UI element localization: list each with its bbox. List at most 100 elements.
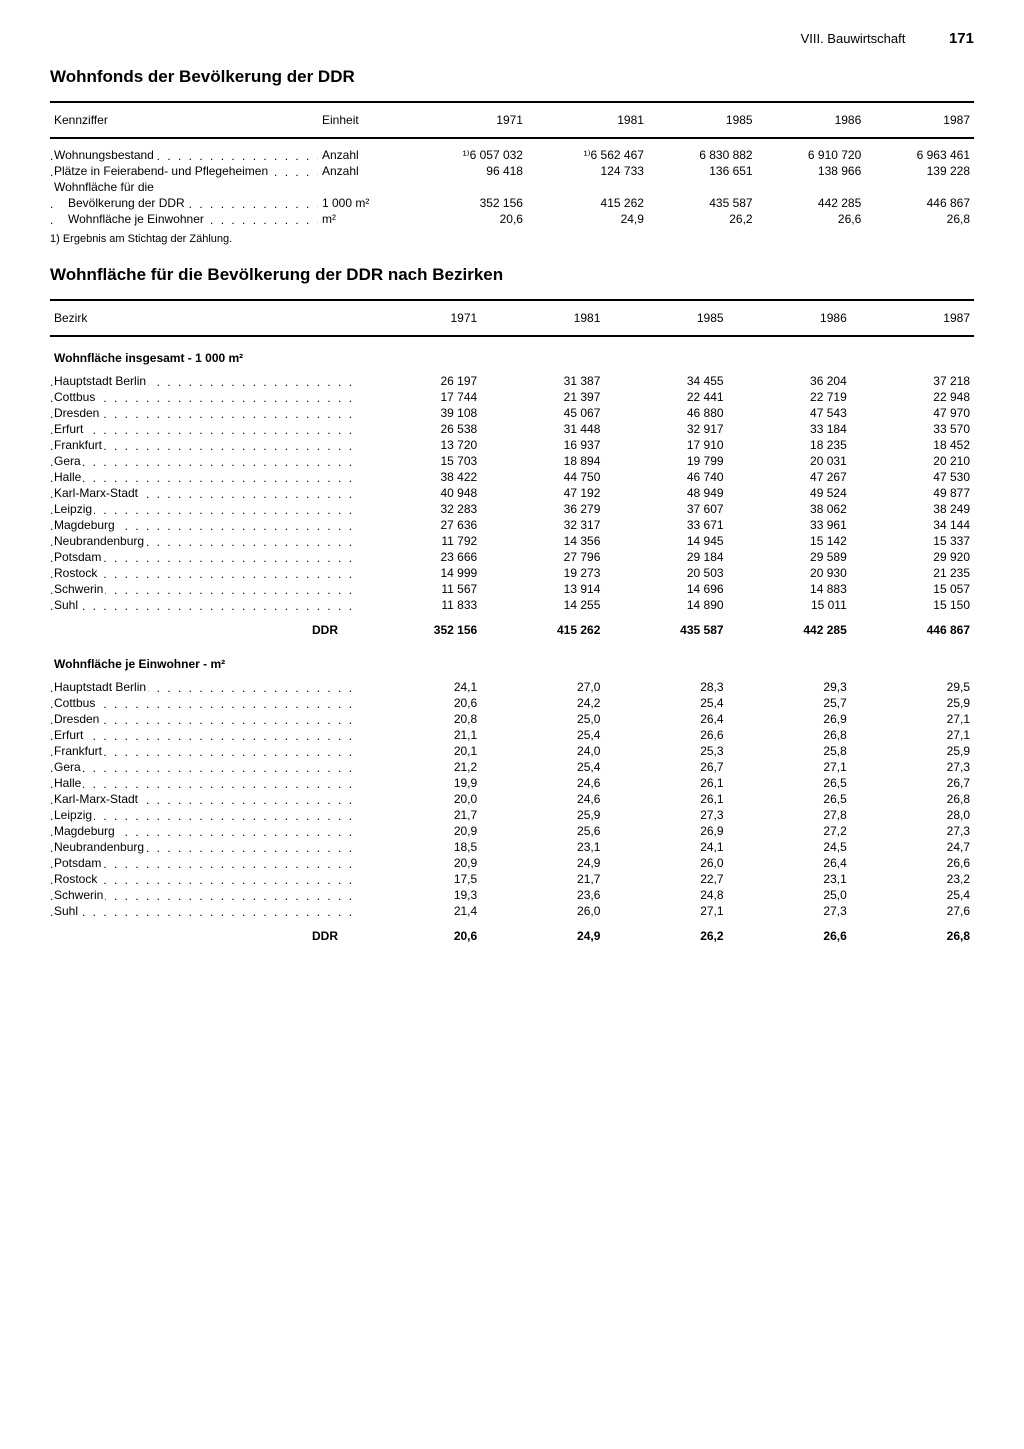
table-row: Frankfurt20,124,025,325,825,9 xyxy=(50,743,974,759)
cell: ¹⁾6 057 032 xyxy=(406,147,527,163)
cell: 17 744 xyxy=(358,389,481,405)
cell: 37 218 xyxy=(851,373,974,389)
total-cell: 435 587 xyxy=(604,613,727,643)
section-label: VIII. Bauwirtschaft xyxy=(801,31,906,46)
cell: 435 587 xyxy=(648,195,757,211)
cell: 24,9 xyxy=(527,211,648,227)
table-row: Potsdam20,924,926,026,426,6 xyxy=(50,855,974,871)
cell: 11 833 xyxy=(358,597,481,613)
row-label: Neubrandenburg xyxy=(50,839,358,855)
cell: 26,8 xyxy=(865,211,974,227)
cell: 31 387 xyxy=(481,373,604,389)
table-row: Bevölkerung der DDR1 000 m²352 156415 26… xyxy=(50,195,974,211)
cell: 124 733 xyxy=(527,163,648,179)
row-label: Leipzig xyxy=(50,501,358,517)
total-cell: 352 156 xyxy=(358,613,481,643)
row-label: Rostock xyxy=(50,565,358,581)
cell: 47 970 xyxy=(851,405,974,421)
table-row: Rostock14 99919 27320 50320 93021 235 xyxy=(50,565,974,581)
cell xyxy=(527,179,648,195)
cell: 22 441 xyxy=(604,389,727,405)
cell: ¹⁾6 562 467 xyxy=(527,147,648,163)
cell: 32 317 xyxy=(481,517,604,533)
cell: 14 255 xyxy=(481,597,604,613)
row-label: Frankfurt xyxy=(50,437,358,453)
table-row: Cottbus17 74421 39722 44122 71922 948 xyxy=(50,389,974,405)
cell: 27,3 xyxy=(851,759,974,775)
table-row: Wohnfläche je Einwohnerm²20,624,926,226,… xyxy=(50,211,974,227)
cell: 26,5 xyxy=(728,775,851,791)
cell: 6 963 461 xyxy=(865,147,974,163)
cell: 45 067 xyxy=(481,405,604,421)
cell: 23,2 xyxy=(851,871,974,887)
row-label: Hauptstadt Berlin xyxy=(50,679,358,695)
cell: 26,8 xyxy=(851,791,974,807)
total-cell: 20,6 xyxy=(358,919,481,949)
cell: 27,1 xyxy=(851,711,974,727)
cell: 23,1 xyxy=(481,839,604,855)
cell: 33 570 xyxy=(851,421,974,437)
table1-header-row: Kennziffer Einheit 1971 1981 1985 1986 1… xyxy=(50,103,974,138)
table-row: Plätze in Feierabend- und PflegeheimenAn… xyxy=(50,163,974,179)
cell: 21 235 xyxy=(851,565,974,581)
table-row: WohnungsbestandAnzahl¹⁾6 057 032¹⁾6 562 … xyxy=(50,147,974,163)
cell: 31 448 xyxy=(481,421,604,437)
table1-footnote: 1) Ergebnis am Stichtag der Zählung. xyxy=(50,233,974,245)
row-label: Neubrandenburg xyxy=(50,533,358,549)
total-cell: 24,9 xyxy=(481,919,604,949)
cell: 34 455 xyxy=(604,373,727,389)
cell: 25,0 xyxy=(481,711,604,727)
row-label: Cottbus xyxy=(50,389,358,405)
row-label: Suhl xyxy=(50,597,358,613)
cell: 32 283 xyxy=(358,501,481,517)
table-row: Halle19,924,626,126,526,7 xyxy=(50,775,974,791)
row-label: Plätze in Feierabend- und Pflegeheimen xyxy=(50,163,318,179)
cell: 27,3 xyxy=(728,903,851,919)
table-row: Dresden20,825,026,426,927,1 xyxy=(50,711,974,727)
row-label: Suhl xyxy=(50,903,358,919)
total-label: DDR xyxy=(50,613,358,643)
cell: 24,2 xyxy=(481,695,604,711)
row-label: Schwerin xyxy=(50,581,358,597)
cell: 26,1 xyxy=(604,791,727,807)
table-row: Leipzig21,725,927,327,828,0 xyxy=(50,807,974,823)
cell: 46 740 xyxy=(604,469,727,485)
cell: 24,1 xyxy=(604,839,727,855)
table-row: Hauptstadt Berlin24,127,028,329,329,5 xyxy=(50,679,974,695)
table-row: Gera15 70318 89419 79920 03120 210 xyxy=(50,453,974,469)
cell: 47 530 xyxy=(851,469,974,485)
row-label: Potsdam xyxy=(50,549,358,565)
cell: 14 999 xyxy=(358,565,481,581)
total-cell: 415 262 xyxy=(481,613,604,643)
cell: 47 192 xyxy=(481,485,604,501)
cell: 26 538 xyxy=(358,421,481,437)
cell: 49 524 xyxy=(728,485,851,501)
cell: 24,8 xyxy=(604,887,727,903)
cell: 47 543 xyxy=(728,405,851,421)
cell: 18 894 xyxy=(481,453,604,469)
row-label: Karl-Marx-Stadt xyxy=(50,485,358,501)
cell: 26,4 xyxy=(604,711,727,727)
cell: 26,9 xyxy=(728,711,851,727)
row-label: Wohnfläche für die xyxy=(50,179,318,195)
table-row: Erfurt21,125,426,626,827,1 xyxy=(50,727,974,743)
table-row: Karl-Marx-Stadt40 94847 19248 94949 5244… xyxy=(50,485,974,501)
cell: 23,6 xyxy=(481,887,604,903)
table1: Kennziffer Einheit 1971 1981 1985 1986 1… xyxy=(50,101,974,227)
cell: 6 830 882 xyxy=(648,147,757,163)
cell: 27,2 xyxy=(728,823,851,839)
cell: 47 267 xyxy=(728,469,851,485)
col2-1986: 1986 xyxy=(728,301,851,336)
total-cell: 26,6 xyxy=(728,919,851,949)
table-row: Rostock17,521,722,723,123,2 xyxy=(50,871,974,887)
row-label: Wohnungsbestand xyxy=(50,147,318,163)
cell: 15 703 xyxy=(358,453,481,469)
table-row: Schwerin19,323,624,825,025,4 xyxy=(50,887,974,903)
cell: 21,7 xyxy=(358,807,481,823)
cell: 18,5 xyxy=(358,839,481,855)
cell: 26,2 xyxy=(648,211,757,227)
cell: 20,9 xyxy=(358,855,481,871)
cell: 20,1 xyxy=(358,743,481,759)
row-unit: 1 000 m² xyxy=(318,195,406,211)
cell: 19,9 xyxy=(358,775,481,791)
